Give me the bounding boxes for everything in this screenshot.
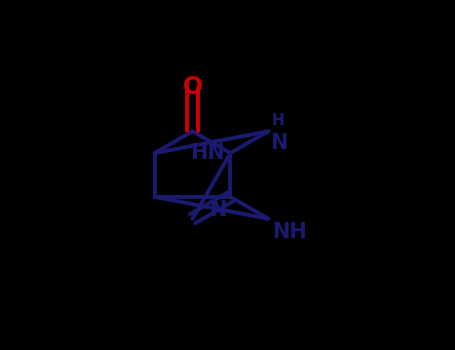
Text: HN: HN — [190, 143, 225, 163]
Text: H: H — [272, 113, 284, 128]
Text: N: N — [209, 200, 227, 220]
Text: NH: NH — [272, 222, 307, 242]
Text: O: O — [182, 76, 202, 99]
Text: N: N — [270, 133, 288, 153]
